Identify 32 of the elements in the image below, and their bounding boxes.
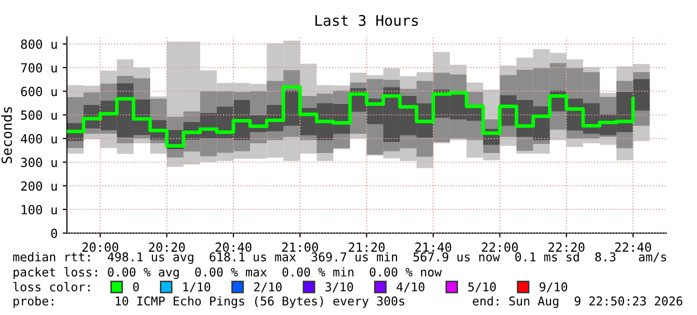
- text: probe: 10 ICMP Echo Pings (56 Bytes) every 300s: [14, 296, 404, 308]
- y-tick-label: 600 u: [21, 86, 57, 96]
- y-tick-label: 700 u: [21, 63, 57, 73]
- y-axis-title: Seconds: [1, 107, 12, 164]
- text: loss color:: [13, 282, 90, 292]
- legend-label: 2/10: [254, 282, 282, 292]
- x-tick-label: 22:40: [615, 242, 652, 252]
- y-tick-label: 500 u: [21, 110, 57, 120]
- chart-title: Last 3 Hours: [315, 14, 418, 26]
- y-tick-label: 100 u: [22, 204, 57, 214]
- x-tick-label: 20:40: [216, 242, 252, 252]
- text: end: Sun Aug 9 22:50:23 2026: [472, 296, 682, 308]
- legend-label: 0: [133, 282, 139, 292]
- x-tick-label: 20:20: [148, 242, 185, 252]
- y-tick-label: 200 u: [21, 181, 57, 191]
- x-tick-label: 22:00: [482, 242, 518, 252]
- text: median rtt: 498.1 us avg 618.1 us max 369.7 us min 567.9 us now 0.1 ms sd 8.3 am/s: [13, 252, 666, 264]
- x-tick-label: 20:00: [82, 242, 118, 252]
- legend-label: 4/10: [396, 282, 424, 292]
- legend-label: 9/10: [540, 282, 568, 292]
- x-tick-label: 21:00: [282, 242, 318, 252]
- x-tick-label: 21:40: [415, 242, 452, 252]
- x-tick-label: 21:20: [348, 242, 385, 252]
- text: packet loss: 0.00 % avg 0.00 % max 0.00 % min 0.00 % now: [14, 267, 442, 280]
- x-tick-label: 22:20: [548, 242, 584, 252]
- y-tick-label: 800 u: [21, 39, 57, 49]
- legend-label: 1/10: [183, 282, 210, 292]
- y-tick-label: 0: [51, 228, 58, 238]
- legend-label: 5/10: [468, 282, 496, 292]
- y-tick-label: 300 u: [21, 158, 57, 168]
- legend-label: 3/10: [325, 282, 354, 292]
- y-tick-label: 400 u: [20, 134, 57, 144]
